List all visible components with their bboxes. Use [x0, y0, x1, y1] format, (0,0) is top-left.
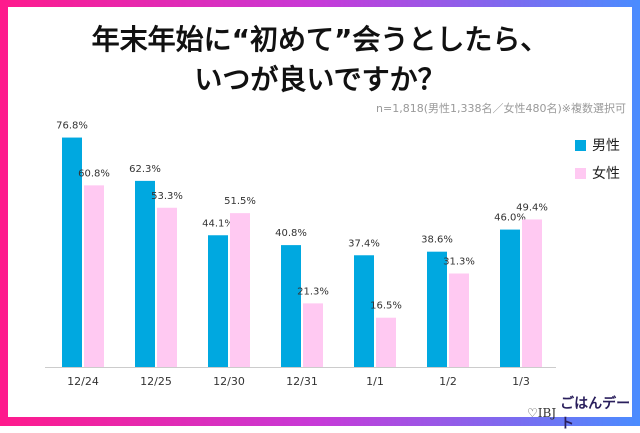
legend-swatch-male — [575, 139, 586, 151]
bar-female-12/30 — [230, 213, 250, 367]
bar-female-1/3 — [522, 219, 542, 367]
x-tick-label-1/3: 1/3 — [512, 375, 530, 388]
bar-male-1/2 — [427, 251, 447, 367]
bar-female-1/1 — [376, 317, 396, 367]
data-label-female-12/25: 53.3% — [151, 191, 183, 202]
legend-label-female: 女性 — [592, 166, 620, 182]
bar-male-1/1 — [354, 255, 374, 367]
legend-swatch-female — [575, 167, 586, 179]
x-tick-label-12/31: 12/31 — [286, 375, 318, 388]
bar-female-1/2 — [449, 273, 469, 367]
logo-ibj: ♡IBJ — [527, 406, 557, 420]
bar-male-1/3 — [500, 229, 520, 367]
bar-male-12/24 — [62, 137, 82, 367]
bar-female-12/31 — [303, 303, 323, 367]
chart-title: 年末年始に“初めて”会うとしたら、 いつが良いですか？ — [0, 20, 640, 100]
x-tick-label-12/30: 12/30 — [213, 375, 245, 388]
data-label-male-12/25: 62.3% — [129, 164, 161, 175]
data-label-female-1/2: 31.3% — [443, 256, 475, 267]
logo-brand: ごはんデート — [560, 396, 631, 432]
bar-male-12/25 — [135, 180, 155, 367]
legend: 男性 女性 — [575, 135, 620, 191]
data-label-female-12/24: 60.8% — [78, 168, 110, 179]
data-label-male-1/2: 38.6% — [421, 235, 453, 246]
data-label-male-1/3: 46.0% — [494, 213, 526, 224]
legend-item-female: 女性 — [575, 163, 620, 183]
bar-female-12/25 — [157, 207, 177, 367]
data-label-male-12/30: 44.1% — [202, 218, 234, 229]
bar-male-12/30 — [208, 235, 228, 367]
bar-male-12/31 — [281, 245, 301, 367]
logo: ♡IBJ ごはんデート — [527, 393, 640, 433]
bar-female-12/24 — [84, 185, 104, 367]
data-label-male-12/31: 40.8% — [275, 228, 307, 239]
data-label-male-12/24: 76.8% — [56, 121, 88, 132]
x-tick-label-12/24: 12/24 — [67, 375, 99, 388]
x-tick-label-1/1: 1/1 — [366, 375, 384, 388]
x-tick-label-1/2: 1/2 — [439, 375, 457, 388]
title-line-1: 年末年始に“初めて”会うとしたら、 — [91, 23, 549, 56]
data-label-female-1/3: 49.4% — [516, 202, 548, 213]
legend-item-male: 男性 — [575, 135, 620, 155]
title-line-2: いつが良いですか？ — [194, 63, 446, 96]
data-label-female-12/30: 51.5% — [224, 196, 256, 207]
legend-label-male: 男性 — [592, 138, 620, 154]
data-label-male-1/1: 37.4% — [348, 238, 380, 249]
data-label-female-1/1: 16.5% — [370, 301, 402, 312]
x-tick-label-12/25: 12/25 — [140, 375, 172, 388]
data-label-female-12/31: 21.3% — [297, 286, 329, 297]
sample-note: n=1,818(男性1,338名／女性480名)※複数選択可 — [376, 102, 626, 115]
